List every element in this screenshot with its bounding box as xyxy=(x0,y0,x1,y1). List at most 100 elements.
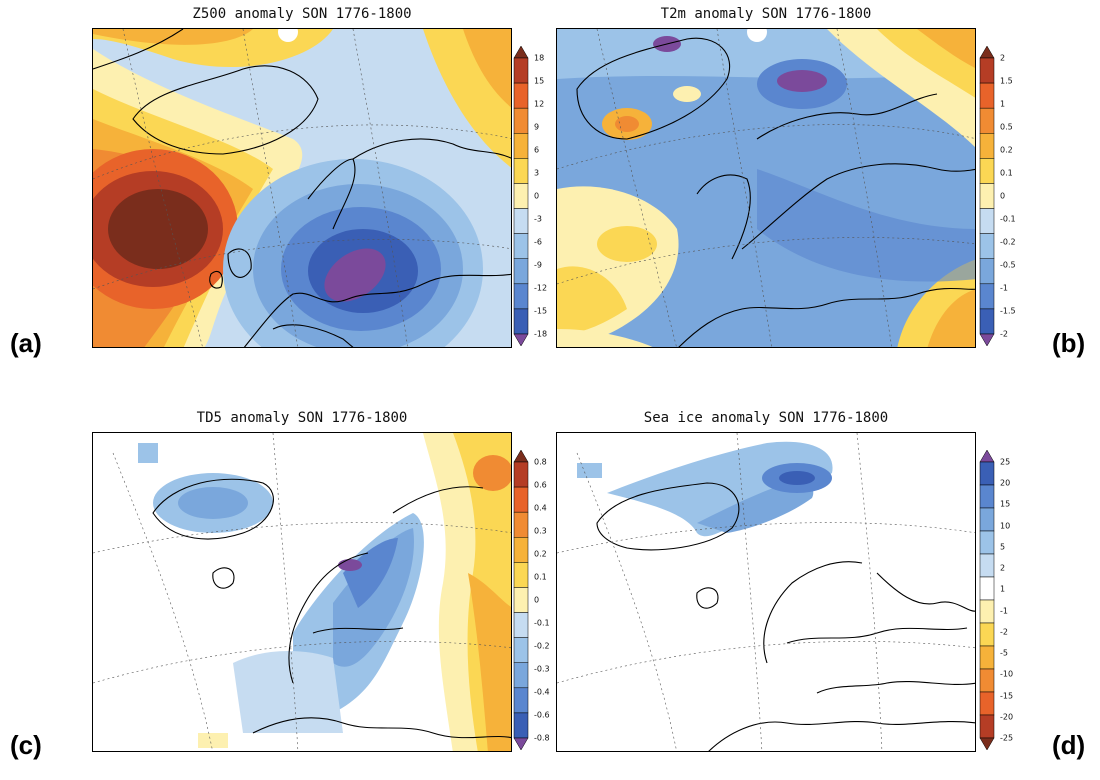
colorbar-tick-label: 3 xyxy=(534,168,540,178)
colorbar-tick-label: -15 xyxy=(1000,691,1014,701)
colorbar-segment xyxy=(513,637,529,663)
colorbar-tick-label: -0.8 xyxy=(534,733,550,743)
colorbar-tick-label: 0.3 xyxy=(534,526,547,536)
colorbar-tick-label: -15 xyxy=(534,306,548,316)
colorbar-tick-label: 9 xyxy=(534,122,540,132)
colorbar-tick-label: 1 xyxy=(1000,584,1006,594)
colorbar-segment xyxy=(979,576,995,601)
colorbar-tick-label: -2 xyxy=(1000,627,1008,637)
colorbar-segment xyxy=(979,645,995,670)
colorbar-segment xyxy=(513,57,529,84)
panel-a-label: (a) xyxy=(10,328,42,358)
colorbar-segment xyxy=(979,158,995,184)
colorbar-segment xyxy=(513,486,529,513)
colorbar-segment xyxy=(513,107,529,134)
panel-a-colorbar: 18 15 12 9 6 3 0 -3 -6 -9 -12 -15 -18 xyxy=(513,36,547,356)
colorbar-segment xyxy=(513,283,529,310)
colorbar-segment xyxy=(513,461,529,488)
colorbar-segment xyxy=(513,82,529,109)
colorbar-tick-label: -0.4 xyxy=(534,687,550,697)
colorbar-tick-label: -6 xyxy=(534,237,542,247)
colorbar-bottom-arrow xyxy=(979,737,995,751)
panel-b-map xyxy=(556,28,976,348)
colorbar-bottom-arrow xyxy=(513,333,529,347)
colorbar-segment xyxy=(979,107,995,134)
colorbar-tick-label: -1 xyxy=(1000,283,1008,293)
colorbar-segment xyxy=(513,662,529,689)
colorbar-tick-label: 1 xyxy=(1000,99,1006,109)
colorbar-tick-label: 0 xyxy=(534,191,540,201)
colorbar-segment xyxy=(513,208,529,234)
colorbar-tick-label: 0.8 xyxy=(534,457,547,467)
colorbar-segment xyxy=(513,562,529,588)
panel-b-label: (b) xyxy=(1052,328,1086,358)
colorbar-segment xyxy=(513,258,529,285)
colorbar-segment xyxy=(979,308,995,335)
colorbar-tick-label: 0.2 xyxy=(1000,145,1013,155)
panel-d-label: (d) xyxy=(1052,730,1086,760)
colorbar-segment xyxy=(979,283,995,310)
colorbar-tick-label: -0.6 xyxy=(534,710,550,720)
colorbar-segment xyxy=(979,622,995,647)
colorbar-segment xyxy=(513,687,529,714)
colorbar-tick-label: -0.1 xyxy=(1000,214,1016,224)
colorbar-tick-label: 0 xyxy=(1000,191,1006,201)
colorbar-top-arrow xyxy=(513,45,529,59)
colorbar-tick-label: 25 xyxy=(1000,457,1011,467)
colorbar-bottom-arrow xyxy=(979,333,995,347)
colorbar-segment xyxy=(979,668,995,693)
colorbar-tick-label: 15 xyxy=(1000,499,1011,509)
colorbar-tick-label: -0.2 xyxy=(534,641,550,651)
colorbar-segment xyxy=(513,308,529,335)
colorbar-tick-label: 5 xyxy=(1000,542,1006,552)
colorbar-tick-label: -10 xyxy=(1000,669,1014,679)
colorbar-segment xyxy=(513,712,529,739)
panel-c-colorbar: 0.8 0.6 0.4 0.3 0.2 0.1 0 -0.1 -0.2 -0.3 -0.4 -0.6 -… xyxy=(513,440,550,760)
panel-a-title: Z500 anomaly SON 1776-1800 xyxy=(192,6,412,22)
colorbar-tick-label: -12 xyxy=(534,283,548,293)
colorbar-tick-label: -0.2 xyxy=(1000,237,1016,247)
colorbar-segment xyxy=(513,158,529,184)
colorbar-tick-label: 0.2 xyxy=(534,549,547,559)
colorbar-segment xyxy=(979,233,995,259)
panel-b-colorbar: 2 1.5 1 0.5 0.2 0.1 0 -0.1 -0.2 -0.5 -1 -1.5 -2 xyxy=(979,36,1016,356)
colorbar-tick-label: 2 xyxy=(1000,563,1006,573)
colorbar-segment xyxy=(979,461,995,486)
colorbar-tick-label: 0.6 xyxy=(534,480,547,490)
colorbar-tick-label: 0.1 xyxy=(534,572,547,582)
colorbar-tick-label: 0.4 xyxy=(534,503,547,513)
colorbar-tick-label: -1 xyxy=(1000,606,1008,616)
colorbar-segment xyxy=(513,612,529,638)
colorbar-tick-label: -0.5 xyxy=(1000,260,1016,270)
colorbar-tick-label: 15 xyxy=(534,76,545,86)
colorbar-segment xyxy=(979,133,995,159)
colorbar-tick-label: 2 xyxy=(1000,53,1006,63)
colorbar-tick-label: 0.5 xyxy=(1000,122,1013,132)
colorbar-segment xyxy=(513,133,529,159)
colorbar-segment xyxy=(979,691,995,716)
colorbar-top-arrow xyxy=(979,449,995,463)
panel-c-title: TD5 anomaly SON 1776-1800 xyxy=(196,410,408,426)
colorbar-tick-label: 1.5 xyxy=(1000,76,1013,86)
panel-d-title: Sea ice anomaly SON 1776-1800 xyxy=(643,410,889,426)
panel-d-map xyxy=(556,432,976,752)
colorbar-tick-label: 0.1 xyxy=(1000,168,1013,178)
colorbar-segment xyxy=(513,587,529,613)
colorbar-tick-label: -25 xyxy=(1000,733,1014,743)
colorbar-tick-label: 10 xyxy=(1000,521,1011,531)
colorbar-segment xyxy=(979,553,995,578)
colorbar-bottom-arrow xyxy=(513,737,529,751)
colorbar-tick-label: 18 xyxy=(534,53,545,63)
colorbar-tick-label: -18 xyxy=(534,329,548,339)
colorbar-segment xyxy=(979,507,995,532)
colorbar-segment xyxy=(979,530,995,555)
colorbar-segment xyxy=(979,258,995,285)
colorbar-tick-label: -2 xyxy=(1000,329,1008,339)
colorbar-segment xyxy=(513,183,529,209)
colorbar-tick-label: -0.1 xyxy=(534,618,550,628)
panel-c-label: (c) xyxy=(10,730,42,760)
colorbar-segment xyxy=(979,599,995,624)
colorbar-tick-label: -20 xyxy=(1000,712,1014,722)
colorbar-segment xyxy=(979,183,995,209)
colorbar-segment xyxy=(979,57,995,84)
